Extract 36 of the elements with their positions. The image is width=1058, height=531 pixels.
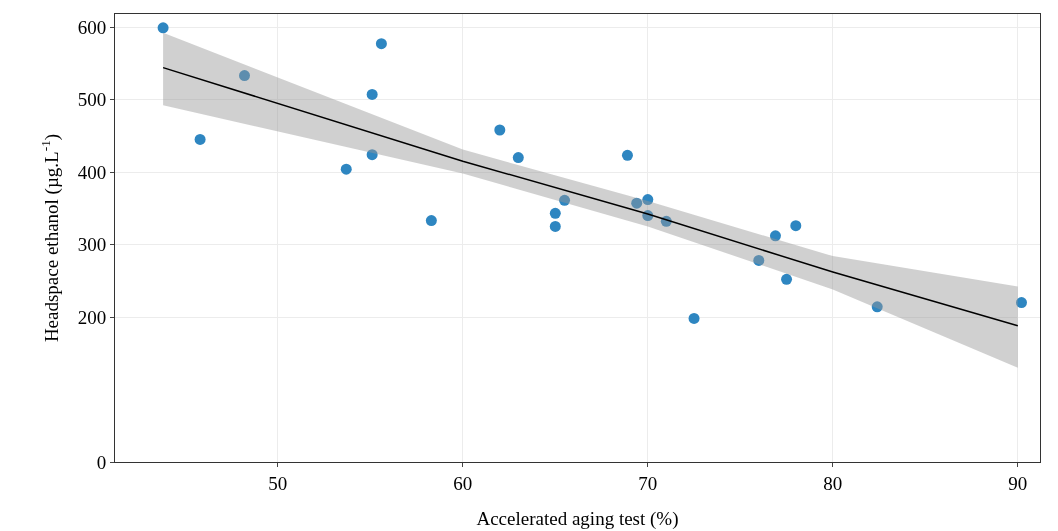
x-tick-label: 90 — [1008, 472, 1028, 494]
point — [559, 194, 571, 206]
x-tick-label: 60 — [453, 472, 473, 494]
point — [157, 22, 169, 34]
y-tick-label: 200 — [77, 306, 107, 328]
point — [340, 163, 352, 175]
point — [512, 152, 524, 164]
point — [494, 124, 506, 136]
point — [753, 254, 765, 266]
x-axis-title: Accelerated aging test (%) — [476, 507, 679, 530]
point — [425, 215, 437, 227]
point — [366, 88, 378, 100]
point — [769, 230, 781, 242]
x-tick-label: 80 — [823, 472, 843, 494]
point — [1016, 297, 1027, 309]
y-tick-label: 500 — [77, 89, 107, 111]
point — [549, 207, 561, 219]
point — [621, 149, 633, 161]
point — [631, 197, 643, 209]
x-tick-label: 70 — [638, 472, 658, 494]
point — [366, 149, 378, 161]
point — [239, 70, 250, 82]
y-tick-label: 300 — [77, 234, 107, 256]
point — [688, 312, 700, 324]
point — [790, 220, 802, 232]
y-tick-label: 0 — [96, 451, 107, 473]
point — [549, 220, 561, 232]
point — [194, 133, 206, 145]
y-tick-label: 400 — [77, 161, 107, 183]
y-tick-label: 600 — [77, 16, 107, 38]
line-series — [162, 66, 1019, 327]
point — [642, 194, 654, 206]
point — [871, 301, 883, 313]
point — [781, 273, 793, 285]
x-tick-label: 50 — [268, 472, 288, 494]
point — [375, 38, 387, 50]
